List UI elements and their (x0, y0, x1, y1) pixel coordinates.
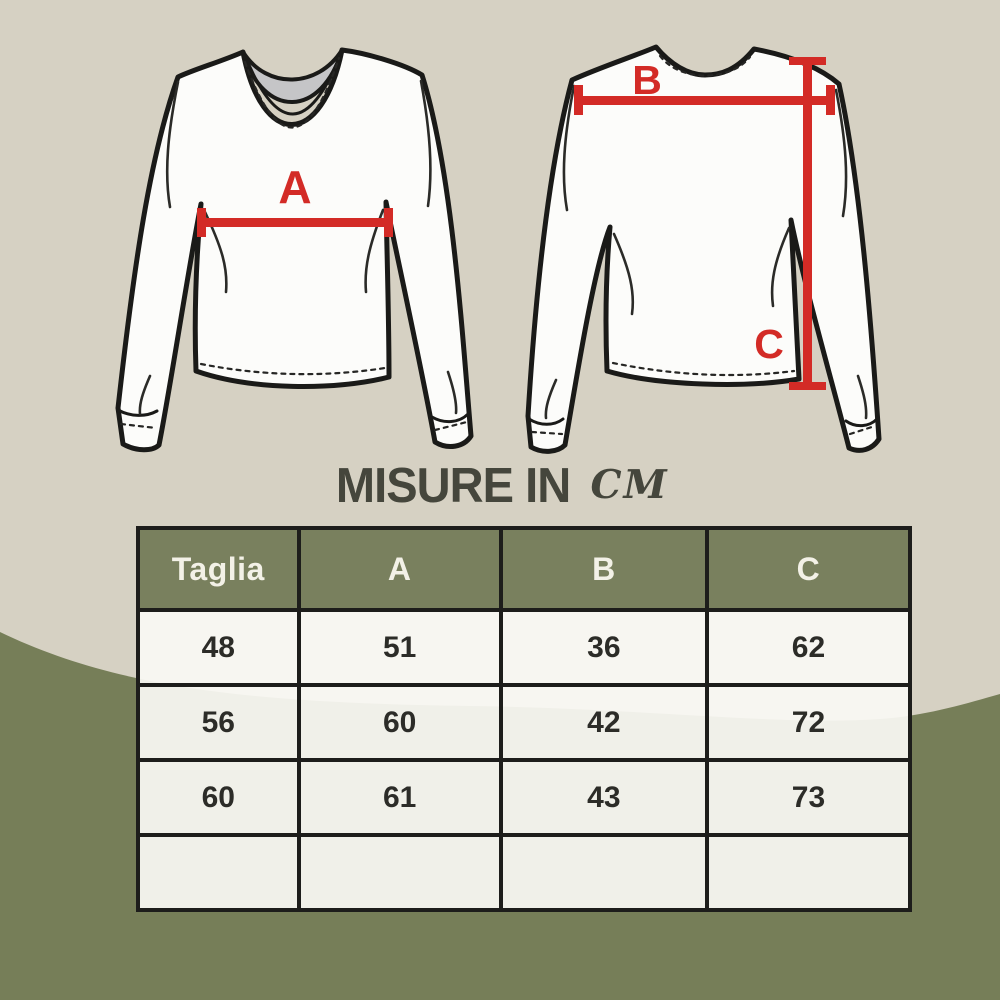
table-row: 60 61 43 73 (136, 758, 913, 837)
back-crease (856, 374, 868, 420)
measurement-annotations: A B C (197, 57, 835, 390)
table-header-row: Taglia A B C (136, 526, 913, 612)
shirt-front-body (115, 47, 474, 453)
measure-label-c: C (754, 321, 784, 367)
back-crease (612, 232, 635, 316)
measure-line-b (578, 96, 830, 105)
header-cell-b: B (498, 526, 709, 612)
table-cell: 43 (498, 758, 709, 837)
back-right-cuff-stitching (848, 424, 877, 436)
measure-line-b-right-cap (826, 85, 835, 115)
table-cell: 42 (498, 683, 709, 762)
back-left-cuff-seam (527, 417, 565, 426)
garment-diagram: A B C (115, 44, 882, 454)
shirt-back-body (525, 44, 882, 454)
back-crease (834, 88, 848, 218)
table-cell (704, 833, 913, 912)
front-right-cuff-seam (430, 412, 470, 423)
back-crease (544, 378, 558, 420)
back-crease (562, 84, 576, 212)
table-cell: 36 (498, 608, 709, 687)
table-cell (498, 833, 709, 912)
table-cell (296, 833, 503, 912)
table-cell: 62 (704, 608, 913, 687)
front-crease (419, 79, 432, 208)
front-hem-stitching (199, 362, 387, 376)
table-cell: 48 (136, 608, 301, 687)
header-cell-a: A (296, 526, 503, 612)
back-crease (770, 226, 791, 308)
table-cell: 72 (704, 683, 913, 762)
table-row: 48 51 36 62 (136, 608, 913, 687)
back-right-cuff-seam (844, 417, 879, 428)
measure-label-b: B (632, 57, 662, 103)
front-left-cuff-seam (116, 408, 159, 417)
front-right-cuff-stitching (433, 420, 469, 432)
shirt-back-drawing (525, 44, 882, 454)
table-cell: 73 (704, 758, 913, 837)
measure-line-a-right-cap (384, 208, 393, 237)
table-cell (136, 833, 301, 912)
size-table: Taglia A B C 48 51 36 62 56 60 42 72 60 … (136, 526, 913, 912)
collar-rib-seam (244, 54, 342, 116)
table-cell: 51 (296, 608, 503, 687)
collar-stitching (243, 56, 341, 129)
table-cell: 60 (136, 758, 301, 837)
table-cell: 61 (296, 758, 503, 837)
measure-line-a (202, 218, 388, 227)
front-crease (446, 370, 458, 415)
front-crease (138, 374, 152, 416)
header-cell-taglia: Taglia (136, 526, 301, 612)
title-text: MISURE IN (336, 459, 571, 513)
front-crease (165, 80, 180, 209)
front-left-cuff-stitching (119, 422, 158, 430)
table-cell: 56 (136, 683, 301, 762)
back-hem-stitching (611, 361, 796, 377)
title-unit: CM (590, 462, 669, 508)
page-title: MISURE IN CM (0, 458, 1000, 514)
back-neck-stitching (658, 54, 752, 77)
measure-line-c-top-cap (789, 57, 826, 65)
header-cell-c: C (704, 526, 913, 612)
table-cell: 60 (296, 683, 503, 762)
measure-line-c (803, 59, 812, 390)
measure-line-b-left-cap (574, 85, 583, 115)
table-row: 56 60 42 72 (136, 683, 913, 762)
measure-line-c-bottom-cap (789, 382, 826, 390)
measure-label-a: A (278, 161, 311, 213)
back-left-cuff-stitching (530, 430, 564, 436)
table-row (136, 833, 913, 912)
shirt-front-drawing (115, 47, 474, 453)
measure-line-a-left-cap (197, 208, 206, 237)
